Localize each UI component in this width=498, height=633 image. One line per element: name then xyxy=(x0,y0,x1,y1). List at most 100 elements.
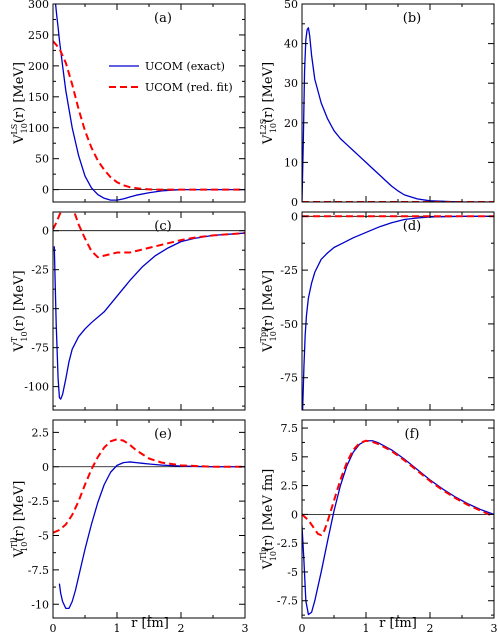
legend-label-fit: UCOM (red. fit) xyxy=(145,81,233,94)
plot-frame xyxy=(301,211,495,411)
panel-label: (d) xyxy=(403,219,421,234)
series-line-fit xyxy=(53,212,245,259)
y-tick-label: 100 xyxy=(28,122,49,135)
y-tick-label: -25 xyxy=(31,264,49,277)
x-tick-label: 0 xyxy=(299,622,306,633)
y-tick-label: -75 xyxy=(280,372,298,385)
series-line-exact xyxy=(54,4,245,201)
y-tick-label: 50 xyxy=(35,153,49,166)
y-axis-label-sup: L2S xyxy=(259,119,268,135)
y-axis-label: VL2S10(r) [MeV] xyxy=(259,62,278,145)
panel-label: (b) xyxy=(403,11,421,26)
y-tick-label: 0 xyxy=(291,508,298,521)
y-tick-label: 40 xyxy=(284,38,298,51)
plot-frame xyxy=(52,211,246,411)
y-axis-label-main: V xyxy=(261,134,276,145)
plot-frame xyxy=(52,419,246,619)
y-axis-label: VT10(r) [MeV] xyxy=(10,270,29,352)
y-axis-label-sup: Tlp xyxy=(259,547,268,560)
y-tick-label: 7.5 xyxy=(281,422,299,435)
y-tick-label: 10 xyxy=(284,156,298,169)
y-tick-label: 200 xyxy=(28,60,49,73)
plot-frame xyxy=(301,419,495,619)
y-axis-label-main: V xyxy=(12,342,27,353)
y-tick-label: 150 xyxy=(28,91,49,104)
panel-e: 0 1 2 3 -10 -7.5 -5 -2.5 0 2.5 VTll10(r) [MeV] (e) xyxy=(10,419,249,633)
y-axis-label-sub: 10 xyxy=(20,331,29,341)
y-axis-label-sup: LS xyxy=(10,124,19,135)
y-tick-label: 50 xyxy=(284,0,298,11)
series-line-exact xyxy=(302,440,494,616)
y-tick-label: -50 xyxy=(31,303,49,316)
x-tick-label: 3 xyxy=(491,622,498,633)
y-tick-label: 0 xyxy=(42,461,49,474)
y-axis-label-sup: Tpp xyxy=(259,327,268,343)
y-tick-label: 0 xyxy=(42,225,49,238)
panel-label: (a) xyxy=(154,11,172,26)
series-line-fit xyxy=(53,438,245,534)
legend-label-exact: UCOM (exact) xyxy=(145,60,225,73)
panel-f: 0 1 2 3 -7.5 -5 -2.5 0 2.5 5 7.5 VTlp10(r) [MeV fm]… xyxy=(259,419,498,633)
y-axis-label: VLS10(r) [MeV] xyxy=(10,62,29,145)
y-tick-label: 30 xyxy=(284,77,298,90)
y-axis-label: VTpp10(r) [MeV] xyxy=(259,270,278,353)
y-axis-label-main: V xyxy=(12,134,27,145)
series-line-fit xyxy=(53,40,245,191)
y-axis-label-sup: Tll xyxy=(10,537,19,548)
y-axis-label-sub: 10 xyxy=(20,123,29,133)
y-tick-label: 0 xyxy=(291,196,298,209)
x-tick-label: 3 xyxy=(242,622,249,633)
y-tick-label: 0 xyxy=(291,210,298,223)
y-tick-label: -5 xyxy=(38,530,49,543)
y-tick-label: 300 xyxy=(28,0,49,11)
y-tick-label: -75 xyxy=(31,342,49,355)
y-axis-label-tail: (r) [MeV] xyxy=(12,62,27,123)
y-axis-label-tail: (r) [MeV] xyxy=(12,481,27,542)
y-tick-label: -7.5 xyxy=(277,595,298,608)
series-line-exact xyxy=(53,232,245,400)
y-tick-label: 0 xyxy=(42,184,49,197)
y-axis-label-tail: (r) [MeV] xyxy=(261,270,276,331)
y-tick-label: -50 xyxy=(280,318,298,331)
x-tick-label: 2 xyxy=(178,622,185,633)
series-line-exact xyxy=(302,215,494,410)
y-axis-label-sub: 10 xyxy=(20,542,29,552)
x-tick-label: 1 xyxy=(363,622,370,633)
plot-frame xyxy=(301,3,495,203)
y-axis-label-main: V xyxy=(12,547,27,558)
y-axis-label-sup: T xyxy=(10,336,19,342)
x-tick-label: 0 xyxy=(50,622,57,633)
y-tick-label: 2.5 xyxy=(32,426,50,439)
panel-label: (e) xyxy=(154,427,172,442)
y-tick-label: 2.5 xyxy=(281,480,299,493)
y-axis-label-sub: 10 xyxy=(269,331,278,341)
y-tick-label: 20 xyxy=(284,117,298,130)
y-axis-label-main: V xyxy=(261,342,276,353)
y-axis-label-tail: (r) [MeV] xyxy=(261,62,276,123)
panel-label: (c) xyxy=(154,219,171,234)
y-tick-label: -2.5 xyxy=(28,495,49,508)
plot-frame xyxy=(52,3,246,203)
y-axis-label-tail: (r) [MeV fm] xyxy=(261,469,276,551)
y-axis-label-main: V xyxy=(261,559,276,570)
y-axis-label-sub: 10 xyxy=(269,551,278,561)
y-tick-label: -25 xyxy=(280,264,298,277)
panel-c: -100 -75 -50 -25 0 VT10(r) [MeV] (c) xyxy=(10,211,246,411)
y-tick-label: -5 xyxy=(287,566,298,579)
y-tick-label: -10 xyxy=(31,598,49,611)
panel-a: 0 50 100 150 200 250 300 VLS10(r) [MeV] (a) UCOM … xyxy=(10,0,246,203)
y-axis-label-sub: 10 xyxy=(269,123,278,133)
series-line-fit xyxy=(302,439,494,537)
legend: UCOM (exact) UCOM (red. fit) xyxy=(109,60,233,94)
y-tick-label: -2.5 xyxy=(277,537,298,550)
series-line-exact xyxy=(302,27,494,202)
x-tick-label: 2 xyxy=(427,622,434,633)
y-axis-label-tail: (r) [MeV] xyxy=(12,270,27,331)
panel-label: (f) xyxy=(405,427,420,442)
x-tick-label: 1 xyxy=(114,622,121,633)
panel-d: -75 -50 -25 0 VTpp10(r) [MeV] (d) xyxy=(259,210,495,411)
y-axis-label: VTll10(r) [MeV] xyxy=(10,481,29,559)
x-axis-label-right: r [fm] xyxy=(379,616,417,631)
